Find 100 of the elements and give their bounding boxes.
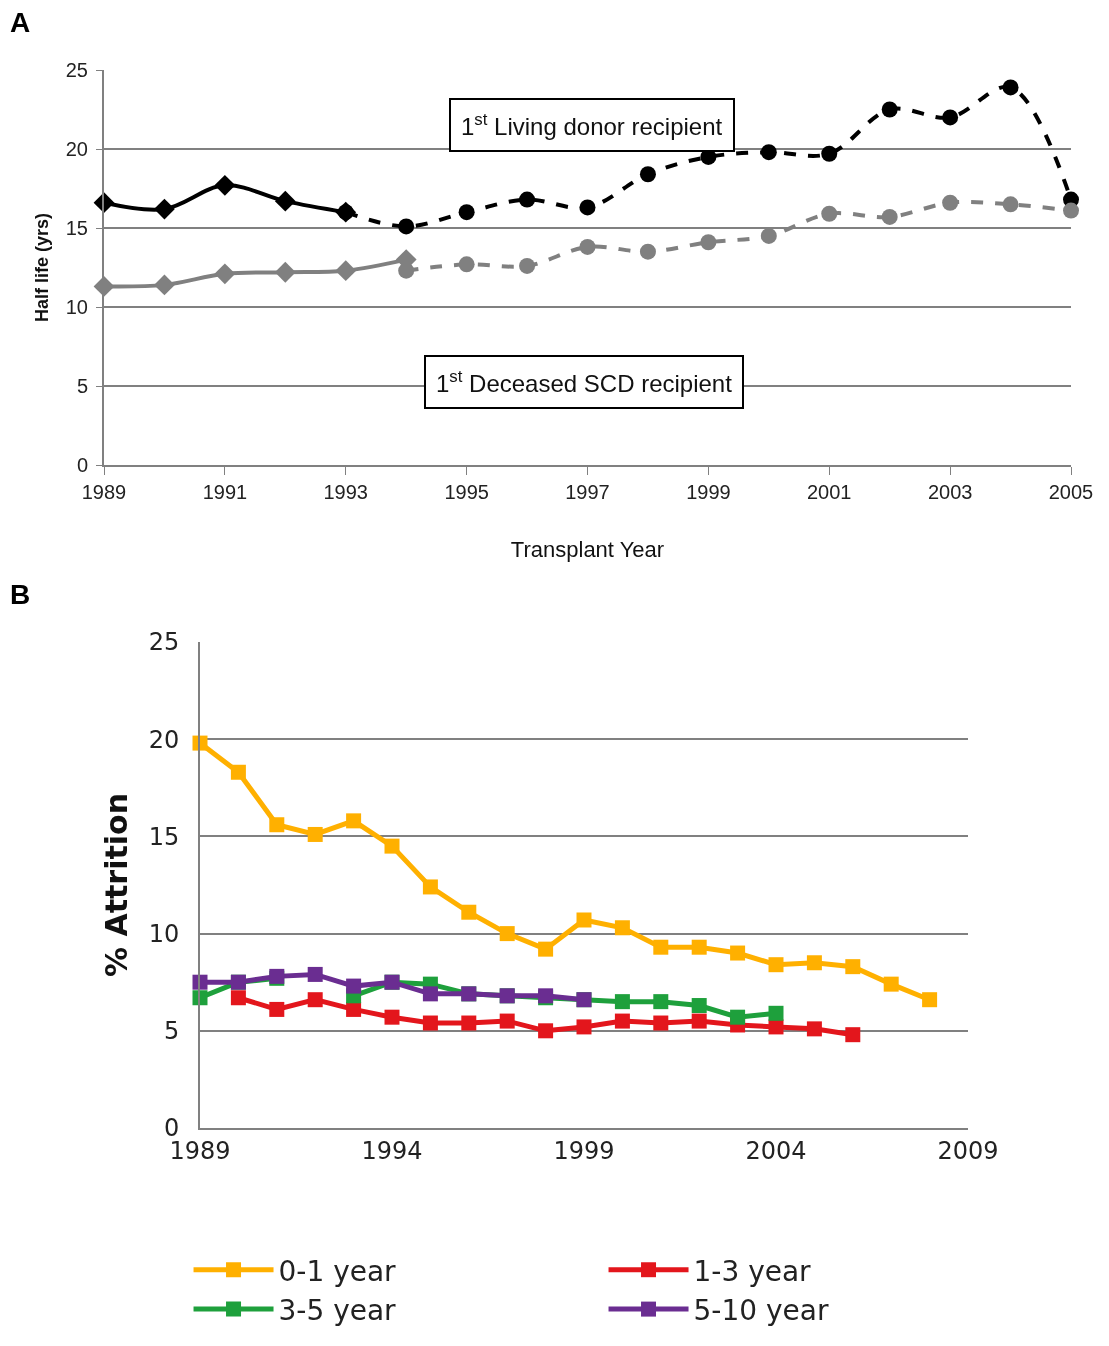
point bbox=[768, 957, 784, 973]
point bbox=[691, 1013, 707, 1029]
y-tick-label: 25 bbox=[148, 628, 180, 657]
point bbox=[519, 257, 536, 274]
point bbox=[230, 764, 246, 780]
y-tick-label: 15 bbox=[148, 822, 180, 851]
x-tick-label: 1994 bbox=[361, 1136, 423, 1165]
x-tick-label: 1999 bbox=[553, 1136, 615, 1165]
point bbox=[639, 243, 656, 260]
point bbox=[384, 1009, 400, 1025]
y-axis-title: Half life (yrs) bbox=[32, 212, 53, 323]
point bbox=[579, 199, 596, 216]
y-tick-label: 15 bbox=[65, 217, 88, 239]
point bbox=[942, 194, 959, 211]
point bbox=[230, 990, 246, 1006]
point bbox=[730, 1009, 746, 1025]
point bbox=[422, 879, 438, 895]
point bbox=[346, 1001, 362, 1017]
point bbox=[691, 939, 707, 955]
x-tick-label: 2005 bbox=[1048, 481, 1094, 503]
legend-label: 1-3 year bbox=[693, 1254, 812, 1288]
point bbox=[1063, 202, 1079, 219]
point bbox=[845, 959, 861, 975]
point bbox=[274, 261, 296, 283]
point bbox=[461, 904, 477, 920]
point bbox=[883, 976, 899, 992]
point bbox=[614, 994, 630, 1010]
point bbox=[461, 1015, 477, 1031]
point bbox=[346, 978, 362, 994]
y-tick-label: 5 bbox=[163, 1017, 180, 1046]
y-axis-title: % Attrition bbox=[99, 792, 135, 978]
point bbox=[307, 992, 323, 1008]
point bbox=[499, 1013, 515, 1029]
point bbox=[821, 145, 838, 162]
y-tick-label: 25 bbox=[65, 59, 88, 81]
y-tick-label: 10 bbox=[148, 920, 180, 948]
point bbox=[760, 227, 777, 244]
x-tick-label: 2009 bbox=[937, 1136, 999, 1165]
y-tick-label: 0 bbox=[76, 454, 88, 476]
point bbox=[458, 256, 475, 273]
point bbox=[1002, 79, 1019, 96]
x-tick-label: 1993 bbox=[323, 481, 368, 503]
point bbox=[398, 262, 415, 279]
point bbox=[422, 1015, 438, 1031]
point bbox=[269, 817, 285, 833]
legend-label: 3-5 year bbox=[278, 1294, 397, 1328]
point bbox=[881, 101, 898, 118]
point bbox=[821, 205, 838, 222]
x-tick-label: 2004 bbox=[745, 1136, 807, 1165]
point bbox=[760, 144, 777, 161]
point bbox=[398, 218, 415, 235]
point bbox=[806, 1021, 822, 1037]
legend-label: 5-10 year bbox=[693, 1294, 829, 1328]
point bbox=[307, 966, 323, 982]
x-axis-title: Transplant Year bbox=[510, 537, 665, 563]
point bbox=[653, 1015, 669, 1031]
point bbox=[422, 986, 438, 1002]
x-tick-label: 2001 bbox=[807, 481, 852, 503]
chart-title: B bbox=[10, 579, 31, 610]
y-tick-label: 20 bbox=[148, 725, 180, 754]
point bbox=[576, 912, 592, 928]
x-tick-label: 1999 bbox=[686, 481, 731, 503]
point bbox=[519, 191, 536, 208]
point bbox=[576, 1019, 592, 1035]
point bbox=[154, 274, 175, 296]
point bbox=[845, 1027, 861, 1043]
point bbox=[269, 1001, 285, 1017]
point bbox=[579, 238, 596, 255]
point bbox=[154, 198, 175, 220]
point bbox=[214, 263, 236, 285]
point bbox=[614, 920, 630, 936]
point bbox=[538, 1023, 554, 1039]
point bbox=[214, 174, 236, 196]
x-tick-label: 1997 bbox=[565, 481, 610, 503]
point bbox=[307, 826, 323, 842]
point bbox=[499, 926, 515, 942]
y-tick-label: 20 bbox=[65, 138, 88, 160]
point bbox=[274, 190, 296, 212]
point bbox=[653, 994, 669, 1010]
point bbox=[384, 838, 400, 854]
point bbox=[639, 166, 656, 183]
point bbox=[730, 945, 746, 961]
point bbox=[768, 1005, 784, 1021]
chart-title: A bbox=[10, 7, 31, 38]
point bbox=[458, 204, 475, 221]
x-tick-label: 1989 bbox=[81, 481, 127, 503]
y-tick-label: 10 bbox=[65, 296, 88, 318]
x-tick-label: 2003 bbox=[927, 481, 973, 503]
point bbox=[335, 260, 357, 282]
annotation: 1$^{st}$ Deceased SCD recipient bbox=[436, 367, 733, 398]
point bbox=[1002, 196, 1019, 213]
point bbox=[942, 109, 959, 126]
x-tick-label: 1995 bbox=[444, 481, 489, 503]
point bbox=[881, 208, 898, 225]
point bbox=[806, 955, 822, 971]
point bbox=[346, 813, 362, 829]
point bbox=[614, 1013, 630, 1029]
point bbox=[538, 941, 554, 957]
x-tick-label: 1991 bbox=[202, 481, 248, 503]
point bbox=[922, 992, 938, 1008]
